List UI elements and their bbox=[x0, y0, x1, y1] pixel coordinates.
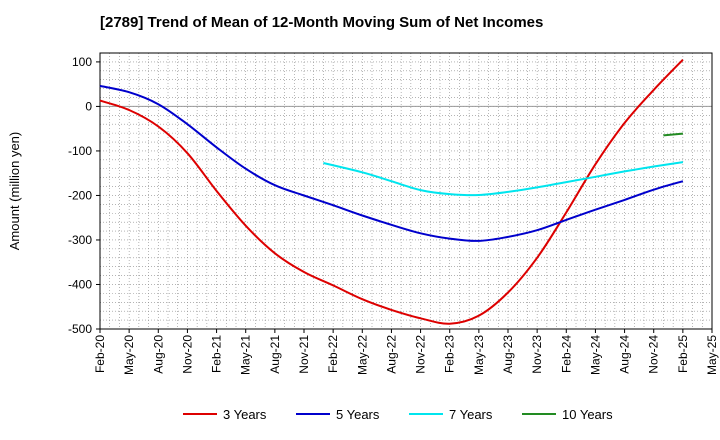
x-tick-label: Feb-22 bbox=[326, 335, 340, 373]
x-tick-label: May-22 bbox=[355, 335, 369, 375]
x-axis-ticks: Feb-20 May-20 Aug-20 Nov-20 Feb-21 May-21 Aug-… bbox=[93, 329, 719, 375]
x-tick-label: Feb-25 bbox=[676, 335, 690, 373]
y-tick-label: -200 bbox=[68, 188, 92, 202]
x-tick-label: Aug-22 bbox=[384, 335, 398, 374]
y-axis-ticks: 100 0 -100 -200 -300 -400 -500 bbox=[68, 55, 100, 336]
x-tick-label: May-23 bbox=[472, 335, 486, 375]
x-tick-label: Feb-24 bbox=[559, 335, 573, 373]
x-tick-label: Feb-21 bbox=[210, 335, 224, 373]
series-line-7-years bbox=[323, 161, 684, 197]
gridlines bbox=[100, 53, 712, 329]
x-tick-label: Aug-21 bbox=[268, 335, 282, 374]
x-tick-label: Nov-24 bbox=[647, 335, 661, 374]
y-tick-label: -300 bbox=[68, 233, 92, 247]
chart-title: [2789] Trend of Mean of 12-Month Moving … bbox=[100, 14, 544, 31]
x-tick-label: Nov-22 bbox=[414, 335, 428, 374]
x-tick-label: May-21 bbox=[239, 335, 253, 375]
series-lines bbox=[99, 59, 684, 325]
plot-frame bbox=[99, 52, 713, 330]
legend-label-3-years: 3 Years bbox=[223, 407, 267, 422]
x-tick-label: Nov-20 bbox=[180, 335, 194, 374]
y-tick-label: -500 bbox=[68, 322, 92, 336]
x-tick-label: May-25 bbox=[705, 335, 719, 375]
x-tick-label: May-20 bbox=[122, 335, 136, 375]
legend-label-10-years: 10 Years bbox=[562, 407, 613, 422]
y-tick-label: 0 bbox=[85, 99, 92, 113]
y-tick-label: -400 bbox=[68, 277, 92, 291]
y-tick-label: -100 bbox=[68, 144, 92, 158]
series-line-5-years bbox=[99, 84, 684, 242]
x-tick-label: May-24 bbox=[588, 335, 602, 375]
x-tick-label: Feb-20 bbox=[93, 335, 107, 373]
x-tick-label: Nov-21 bbox=[297, 335, 311, 374]
y-tick-label: 100 bbox=[72, 55, 92, 69]
x-tick-label: Aug-24 bbox=[618, 335, 632, 374]
x-tick-label: Nov-23 bbox=[530, 335, 544, 374]
y-axis-label: Amount (million yen) bbox=[7, 132, 22, 251]
series-line-10-years bbox=[663, 132, 683, 137]
legend: 3 Years 5 Years 7 Years 10 Years bbox=[183, 407, 613, 422]
x-tick-label: Feb-23 bbox=[443, 335, 457, 373]
x-tick-label: Aug-23 bbox=[501, 335, 515, 374]
legend-label-5-years: 5 Years bbox=[336, 407, 380, 422]
legend-label-7-years: 7 Years bbox=[449, 407, 493, 422]
x-tick-label: Aug-20 bbox=[151, 335, 165, 374]
